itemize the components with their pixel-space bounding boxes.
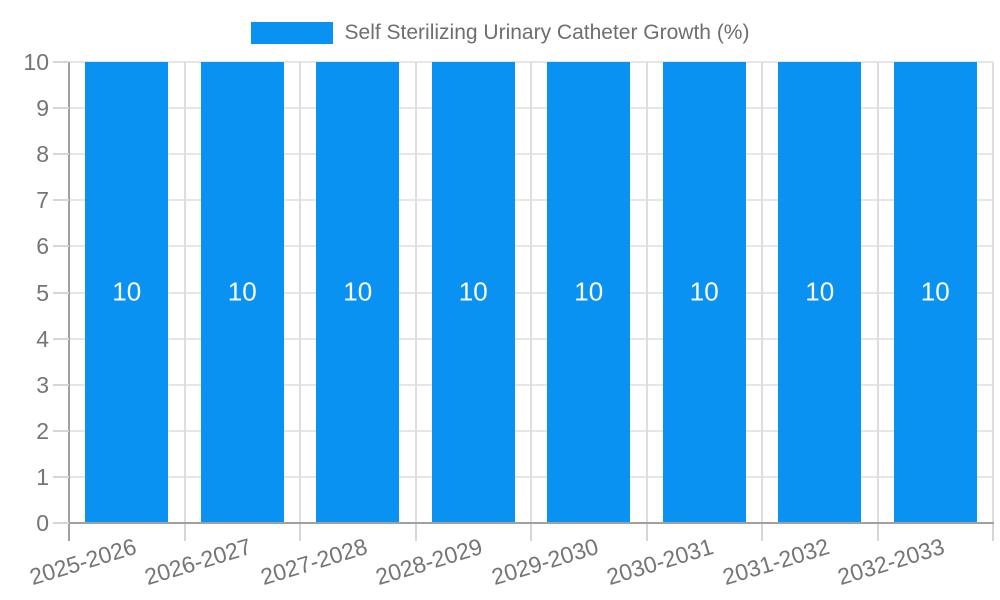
bar-value-label: 10 xyxy=(458,275,488,306)
y-axis-tick xyxy=(53,245,69,248)
vertical-gridline xyxy=(299,62,301,523)
y-axis-tick xyxy=(53,337,69,340)
bar[interactable]: 10 xyxy=(85,62,169,523)
y-axis-tick xyxy=(53,522,69,524)
y-axis-label: 7 xyxy=(36,187,49,214)
x-axis-tick xyxy=(530,524,532,541)
bar[interactable]: 10 xyxy=(200,62,284,523)
bar-value-label: 10 xyxy=(689,275,719,306)
x-axis-tick xyxy=(299,524,301,541)
legend-label: Self Sterilizing Urinary Catheter Growth… xyxy=(344,21,750,44)
x-axis-line xyxy=(68,522,994,524)
plot-area: 10 10 10 10 10 10 10 10 xyxy=(69,61,994,523)
bar[interactable]: 10 xyxy=(431,62,515,523)
y-axis-label: 5 xyxy=(36,279,49,306)
y-axis-tick xyxy=(53,475,69,478)
x-axis-tick xyxy=(876,524,879,541)
bar[interactable]: 10 xyxy=(893,62,977,523)
y-axis-tick xyxy=(53,199,69,202)
bar-value-label: 10 xyxy=(343,275,373,306)
bar-value-label: 10 xyxy=(227,275,257,306)
x-axis-tick xyxy=(414,524,417,541)
y-axis-label: 1 xyxy=(36,463,49,490)
vertical-gridline xyxy=(414,62,417,523)
vertical-gridline xyxy=(645,62,648,523)
vertical-gridline xyxy=(530,62,532,523)
x-axis-tick xyxy=(992,524,994,541)
y-axis-tick xyxy=(53,383,69,386)
x-axis-tick xyxy=(645,524,648,541)
bar-value-label: 10 xyxy=(920,275,950,306)
legend-swatch xyxy=(250,21,333,44)
y-axis-line xyxy=(68,62,70,541)
bar-value-label: 10 xyxy=(112,275,142,306)
y-axis-label: 3 xyxy=(36,371,49,398)
y-axis-tick xyxy=(53,107,69,110)
y-axis-label: 2 xyxy=(36,417,49,444)
y-axis-tick xyxy=(53,61,69,63)
vertical-gridline xyxy=(761,62,763,523)
bar[interactable]: 10 xyxy=(662,62,746,523)
x-axis-tick xyxy=(761,524,763,541)
bar[interactable]: 10 xyxy=(778,62,862,523)
bar[interactable]: 10 xyxy=(547,62,631,523)
y-axis-tick xyxy=(53,291,69,294)
x-axis-tick xyxy=(183,524,186,541)
y-axis-label: 4 xyxy=(36,325,49,352)
bar-value-label: 10 xyxy=(574,275,604,306)
y-axis-tick xyxy=(53,153,69,156)
y-axis-tick xyxy=(53,429,69,432)
vertical-gridline xyxy=(992,62,994,523)
y-axis-label: 10 xyxy=(23,49,49,75)
y-axis-label: 0 xyxy=(36,510,49,536)
y-axis-label: 9 xyxy=(36,95,49,122)
vertical-gridline xyxy=(183,62,186,523)
y-axis-label: 6 xyxy=(36,233,49,260)
bar[interactable]: 10 xyxy=(316,62,400,523)
legend[interactable]: Self Sterilizing Urinary Catheter Growth… xyxy=(0,21,1000,44)
bar-value-label: 10 xyxy=(805,275,835,306)
y-axis-label: 8 xyxy=(36,141,49,168)
vertical-gridline xyxy=(876,62,879,523)
